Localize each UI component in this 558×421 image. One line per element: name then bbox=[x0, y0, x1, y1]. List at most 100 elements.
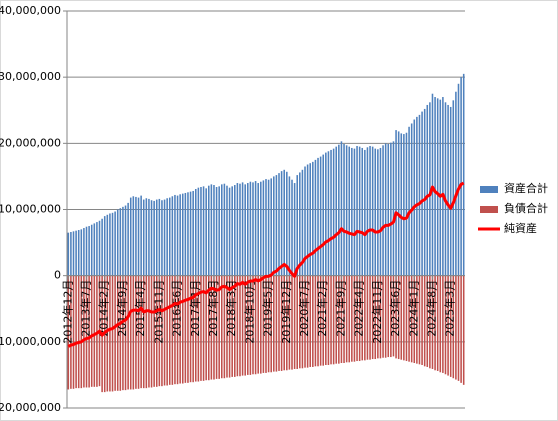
bar bbox=[119, 275, 122, 391]
bar bbox=[257, 183, 259, 276]
legend-label: 負債合計 bbox=[504, 201, 548, 215]
bar bbox=[306, 275, 309, 368]
bar bbox=[361, 275, 364, 361]
bar bbox=[314, 275, 317, 367]
x-tick-label: 2014年2月 bbox=[97, 280, 111, 337]
bar bbox=[231, 186, 233, 276]
bar bbox=[213, 275, 215, 380]
bar bbox=[67, 275, 70, 390]
bar bbox=[291, 275, 293, 370]
bar bbox=[247, 275, 249, 375]
bar bbox=[286, 275, 288, 371]
bar bbox=[351, 147, 353, 276]
legend-label: 純資産 bbox=[504, 222, 537, 235]
bar bbox=[174, 275, 176, 385]
bar bbox=[322, 275, 325, 366]
bar bbox=[150, 200, 153, 276]
bar bbox=[137, 197, 140, 276]
bar bbox=[236, 275, 239, 377]
bar bbox=[106, 275, 109, 392]
bar bbox=[283, 275, 285, 371]
bar bbox=[127, 202, 129, 276]
bar bbox=[215, 187, 218, 276]
bar bbox=[210, 275, 213, 380]
bar bbox=[267, 275, 270, 373]
y-tick-label: -10,000,000 bbox=[0, 335, 61, 348]
bar bbox=[301, 169, 304, 276]
bar bbox=[431, 93, 434, 276]
bar bbox=[444, 275, 447, 375]
bar bbox=[275, 275, 278, 372]
bar bbox=[374, 148, 377, 276]
bar bbox=[312, 161, 314, 276]
bar bbox=[379, 147, 382, 276]
bar bbox=[247, 183, 249, 276]
bar bbox=[109, 275, 111, 392]
bar bbox=[129, 197, 132, 276]
bar bbox=[434, 97, 436, 276]
bar bbox=[436, 275, 439, 371]
bar bbox=[426, 275, 429, 367]
bar bbox=[332, 148, 335, 276]
bar bbox=[392, 275, 395, 357]
bar bbox=[267, 179, 270, 276]
bar bbox=[457, 83, 460, 276]
bar bbox=[439, 99, 442, 276]
bar bbox=[382, 275, 384, 358]
bar bbox=[299, 275, 301, 369]
bar bbox=[77, 230, 80, 276]
bar bbox=[395, 130, 397, 276]
y-tick-label: 20,000,000 bbox=[0, 136, 61, 149]
bar bbox=[327, 275, 330, 365]
bar bbox=[442, 275, 444, 373]
bar bbox=[379, 275, 382, 359]
bar bbox=[205, 275, 207, 381]
bar bbox=[194, 275, 197, 382]
bar bbox=[410, 123, 413, 276]
bar bbox=[434, 275, 436, 371]
bar bbox=[127, 275, 129, 390]
bar bbox=[429, 102, 431, 276]
bar bbox=[327, 151, 330, 276]
bar bbox=[314, 159, 317, 276]
x-tick-label: 2018年10月 bbox=[242, 280, 256, 344]
bar bbox=[288, 176, 291, 276]
bar bbox=[155, 275, 158, 387]
bar bbox=[234, 275, 236, 377]
bar bbox=[273, 176, 275, 276]
x-tick-label: 2024年1月 bbox=[406, 280, 420, 337]
bar bbox=[109, 213, 111, 276]
bar bbox=[260, 181, 262, 276]
bar bbox=[366, 147, 369, 276]
bar bbox=[249, 275, 252, 375]
bar bbox=[345, 275, 348, 363]
bar bbox=[358, 275, 361, 362]
bar bbox=[345, 145, 348, 276]
bar bbox=[371, 146, 374, 276]
bar bbox=[429, 275, 431, 369]
bar bbox=[343, 143, 345, 276]
y-tick-label: 0 bbox=[54, 269, 61, 282]
bar bbox=[353, 275, 356, 362]
bar bbox=[374, 275, 377, 360]
bar bbox=[348, 146, 351, 276]
bar bbox=[202, 186, 205, 276]
bar bbox=[390, 142, 392, 276]
bar bbox=[166, 198, 168, 276]
bar bbox=[124, 275, 127, 391]
bar bbox=[449, 275, 452, 377]
bar bbox=[158, 275, 161, 387]
bar bbox=[244, 275, 246, 376]
bar bbox=[218, 186, 220, 276]
bar bbox=[137, 275, 140, 389]
bar bbox=[348, 275, 351, 363]
bar bbox=[254, 181, 257, 276]
x-tick-label: 2019年5月 bbox=[261, 280, 275, 337]
bar bbox=[384, 275, 387, 358]
x-tick-label: 2021年2月 bbox=[315, 280, 329, 337]
bar bbox=[101, 218, 103, 276]
bar bbox=[67, 232, 70, 276]
bar bbox=[72, 231, 75, 276]
bar bbox=[106, 214, 109, 276]
bar bbox=[325, 275, 327, 365]
